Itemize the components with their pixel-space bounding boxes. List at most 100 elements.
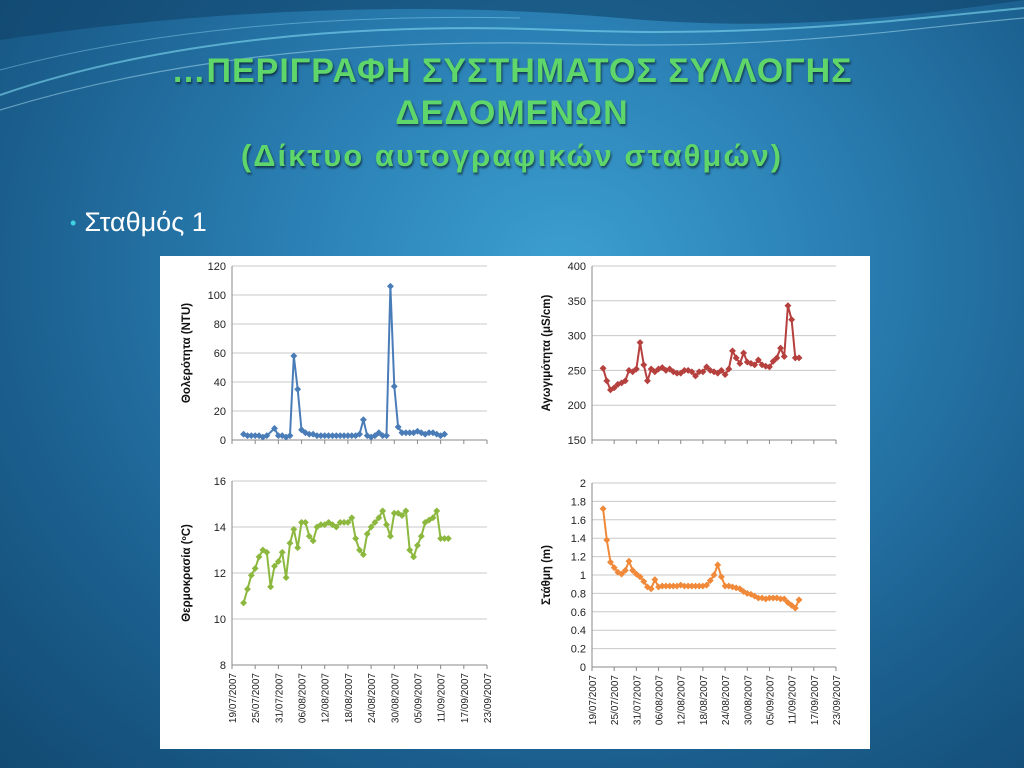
data-point [780, 352, 788, 361]
data-point [736, 359, 744, 367]
data-point [355, 430, 364, 438]
data-point [355, 546, 364, 554]
y-tick-label: 0 [220, 435, 226, 447]
data-point [728, 347, 737, 355]
slide-title: …ΠΕΡΙΓΡΑΦΗ ΣΥΣΤΗΜΑΤΟΣ ΣΥΛΛΟΓΗΣ [171, 52, 853, 90]
y-tick-label: 0.2 [571, 644, 586, 656]
y-tick-label: 20 [214, 406, 226, 418]
data-point [413, 541, 422, 549]
data-point [417, 532, 425, 540]
y-tick-label: 1.8 [571, 496, 586, 508]
data-point [618, 570, 626, 578]
y-tick-label: 100 [208, 290, 226, 302]
data-point [382, 432, 391, 440]
series-line [242, 507, 449, 604]
y-tick-label: 1 [580, 570, 586, 582]
slide-subtitle: (Δίκτυο αυτογραφικών σταθμών) [240, 138, 784, 173]
y-tick-label: 250 [568, 365, 586, 377]
x-tick-label: 25/07/2007 [610, 675, 621, 725]
data-point [259, 546, 267, 554]
data-point [325, 518, 333, 526]
data-point [691, 372, 700, 380]
data-point [621, 377, 629, 385]
data-point [406, 546, 414, 554]
data-point [286, 539, 294, 547]
y-tick-label: 350 [568, 296, 586, 308]
x-tick-label: 12/08/2007 [677, 675, 688, 725]
x-tick-label: 31/07/2007 [632, 675, 643, 725]
x-tick-label: 24/08/2007 [367, 673, 378, 723]
data-point [629, 566, 637, 574]
data-point [417, 429, 425, 437]
data-point [636, 573, 644, 581]
y-tick-label: 60 [214, 348, 226, 360]
data-point [282, 574, 290, 582]
y-tick-label: 0 [580, 662, 586, 674]
data-point [603, 536, 611, 544]
y-tick-label: 0.6 [571, 607, 586, 619]
data-point [795, 596, 803, 604]
data-point [710, 571, 718, 579]
data-point [784, 599, 792, 607]
x-tick-label: 17/09/2007 [460, 673, 471, 723]
data-point [247, 571, 255, 579]
x-tick-label: 06/08/2007 [298, 673, 309, 723]
series-line [243, 286, 445, 439]
data-point [402, 507, 410, 515]
y-axis-label: Στάθμη (m) [541, 545, 553, 605]
data-point [332, 523, 340, 531]
y-tick-label: 1.6 [571, 515, 586, 527]
data-point [780, 595, 788, 603]
y-axis-label: Αγωγιμότητα (μS/cm) [541, 294, 553, 411]
data-point [386, 282, 394, 290]
y-tick-label: 80 [214, 319, 226, 331]
data-point [714, 561, 722, 569]
y-tick-label: 120 [208, 261, 226, 273]
y-tick-label: 300 [568, 331, 586, 343]
data-point [640, 361, 648, 369]
data-point [390, 382, 398, 390]
chart-panel: 0 20 40 60 80 100 120 Θολερότητα (NTU) 150 200 250… [160, 256, 870, 749]
data-point [240, 599, 248, 607]
data-point [359, 551, 367, 559]
bullet-text: Σταθμός 1 [84, 207, 207, 237]
x-tick-label: 25/07/2007 [251, 673, 262, 723]
x-tick-label: 11/09/2007 [437, 673, 448, 723]
data-point [379, 507, 387, 515]
data-point [263, 432, 271, 440]
data-point [410, 553, 418, 561]
y-tick-label: 14 [214, 522, 226, 534]
data-point [394, 423, 402, 431]
data-point [270, 562, 279, 570]
data-point [621, 566, 629, 574]
data-point [740, 349, 748, 357]
data-point [363, 530, 371, 538]
data-point [243, 585, 252, 593]
y-tick-label: 2 [580, 478, 586, 490]
data-point [606, 558, 615, 566]
y-tick-label: 40 [214, 377, 226, 389]
decorative-swoosh [0, 0, 1024, 111]
x-tick-label: 18/08/2007 [344, 673, 355, 723]
x-tick-label: 05/09/2007 [765, 675, 776, 725]
data-point [359, 416, 367, 424]
x-tick-label: 06/08/2007 [655, 675, 666, 725]
data-point [776, 344, 785, 352]
data-point [263, 548, 271, 556]
slide-title-block: …ΠΕΡΙΓΡΑΦΗ ΣΥΣΤΗΜΑΤΟΣ ΣΥΛΛΟΓΗΣ ΔΕΔΟΜΕΝΩΝ… [0, 50, 1024, 176]
data-point [784, 302, 792, 310]
y-tick-label: 1.2 [571, 552, 586, 564]
series-line [602, 305, 799, 392]
data-point [270, 424, 279, 432]
data-point [344, 518, 352, 526]
y-tick-label: 16 [214, 476, 226, 488]
data-point [286, 432, 294, 440]
data-point [297, 426, 306, 434]
data-point [725, 365, 733, 373]
data-point [371, 432, 379, 440]
data-point [625, 557, 633, 565]
x-tick-label: 17/09/2007 [810, 675, 821, 725]
data-point [440, 430, 449, 438]
data-point [290, 525, 298, 533]
